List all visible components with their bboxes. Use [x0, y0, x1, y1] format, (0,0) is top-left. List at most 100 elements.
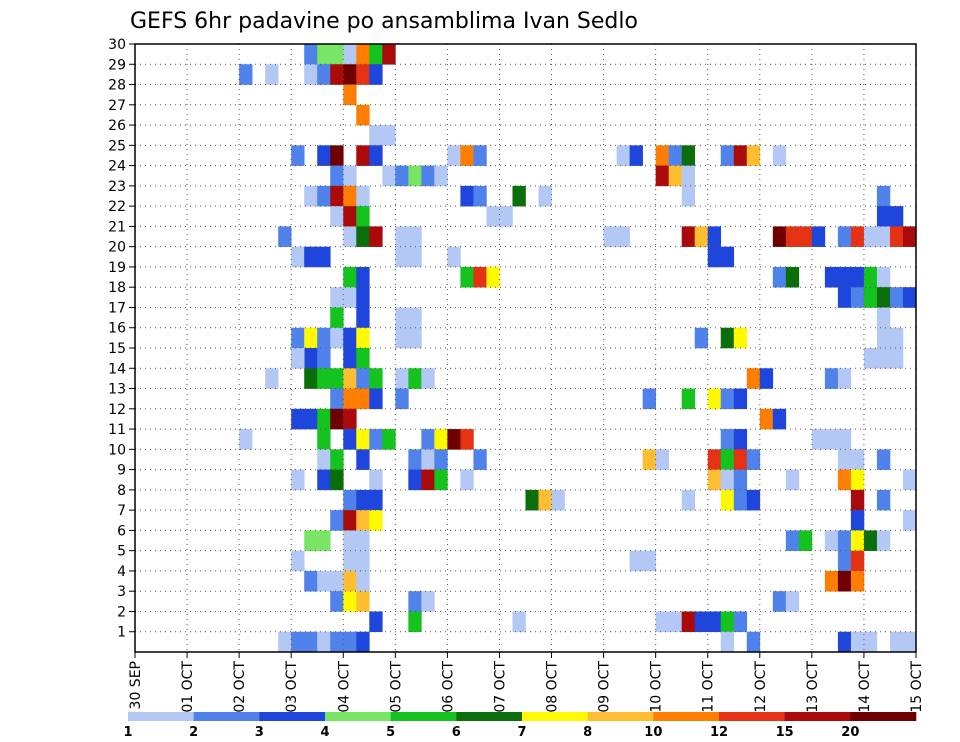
heatmap-cell	[746, 631, 761, 653]
heatmap-cell	[655, 145, 669, 166]
heatmap-cell	[356, 348, 370, 369]
heatmap-cell	[785, 530, 800, 551]
heatmap-cell	[304, 631, 318, 653]
heatmap-cell	[889, 327, 904, 349]
heatmap-cell	[317, 348, 331, 369]
heatmap-cell	[707, 469, 722, 491]
heatmap-cell	[785, 469, 800, 491]
heatmap-cell	[330, 307, 344, 329]
legend-swatch	[522, 712, 588, 721]
legend-swatch	[653, 712, 720, 721]
heatmap-cell	[408, 449, 422, 470]
heatmap-cell	[733, 489, 748, 511]
heatmap-cell	[343, 408, 357, 430]
heatmap-cell	[720, 469, 735, 491]
heatmap-cell	[343, 429, 357, 450]
heatmap-cell	[707, 388, 722, 410]
heatmap-cell	[876, 530, 891, 551]
chart-title: GEFS 6hr padavine po ansamblima Ivan Sed…	[130, 9, 638, 34]
heatmap-cell	[278, 226, 292, 247]
heatmap-cell	[733, 388, 748, 410]
heatmap-cell	[473, 266, 487, 288]
heatmap-cell	[720, 145, 735, 166]
heatmap-cell	[616, 226, 630, 247]
y-tick-label: 27	[108, 98, 126, 114]
legend-label: 4	[320, 725, 329, 740]
heatmap-cell	[330, 44, 344, 65]
heatmap-cell	[356, 185, 370, 207]
heatmap-cell	[850, 489, 865, 511]
heatmap-cell	[369, 388, 383, 410]
heatmap-cell	[707, 449, 722, 470]
heatmap-cell	[317, 145, 331, 166]
heatmap-cell	[421, 165, 435, 187]
heatmap-cell	[265, 64, 279, 85]
heatmap-cell	[369, 469, 383, 491]
heatmap-cell	[876, 185, 891, 207]
heatmap-cell	[356, 631, 370, 653]
y-tick-label: 18	[108, 280, 126, 296]
heatmap-cell	[291, 408, 305, 430]
heatmap-cell	[707, 246, 722, 268]
y-tick-label: 9	[117, 463, 126, 479]
heatmap-cell	[551, 489, 565, 511]
x-tick-label: 05 OCT	[388, 661, 404, 713]
heatmap-cell	[408, 591, 422, 612]
heatmap-cell	[720, 327, 735, 349]
heatmap-cell	[356, 510, 370, 531]
heatmap-cell	[772, 591, 787, 612]
heatmap-cell	[889, 631, 904, 653]
heatmap-cell	[421, 591, 435, 612]
heatmap-cell	[733, 327, 748, 349]
heatmap-cell	[317, 327, 331, 349]
heatmap-cell	[746, 489, 761, 511]
heatmap-cell	[304, 44, 318, 65]
heatmap-cell	[291, 246, 305, 268]
heatmap-cell	[720, 429, 735, 450]
heatmap-cell	[681, 185, 696, 207]
heatmap-cell	[317, 408, 331, 430]
heatmap-cell	[434, 449, 448, 470]
legend-swatch	[587, 712, 654, 721]
heatmap-cell	[707, 611, 722, 633]
heatmap-cell	[772, 226, 787, 247]
heatmap-cell	[863, 266, 878, 288]
heatmap-cell	[317, 64, 331, 85]
heatmap-cell	[460, 266, 474, 288]
heatmap-cell	[733, 469, 748, 491]
y-tick-label: 10	[108, 442, 126, 458]
legend-swatch	[390, 712, 457, 721]
heatmap-cell	[330, 591, 344, 612]
heatmap-cell	[824, 266, 839, 288]
grid-lines	[135, 44, 916, 652]
heatmap-cell	[876, 348, 891, 369]
heatmap-cell	[356, 388, 370, 410]
heatmap-cell	[512, 185, 526, 207]
y-tick-label: 13	[108, 382, 126, 398]
y-tick-label: 2	[117, 604, 126, 620]
heatmap-cell	[655, 611, 669, 633]
y-tick-label: 24	[108, 159, 126, 175]
heatmap-cell	[473, 185, 487, 207]
heatmap-cell	[369, 44, 383, 65]
heatmap-cell	[811, 429, 826, 450]
heatmap-cell	[343, 510, 357, 531]
heatmap-cell	[330, 145, 344, 166]
heatmap-cell	[343, 64, 357, 85]
heatmap-cell	[603, 226, 617, 247]
heatmap-cell	[291, 631, 305, 653]
heatmap-cell	[863, 287, 878, 308]
y-tick-label: 28	[108, 78, 126, 94]
heatmap-cell	[798, 226, 813, 247]
heatmap-cell	[850, 266, 865, 288]
heatmap-cell	[395, 307, 409, 329]
heatmap-cell	[876, 266, 891, 288]
heatmap-cell	[837, 550, 852, 572]
y-tick-label: 30	[108, 37, 126, 53]
x-tick-label: 02 OCT	[232, 661, 248, 713]
heatmap-cell	[330, 287, 344, 308]
heatmap-cell	[395, 226, 409, 247]
heatmap-cell	[343, 388, 357, 410]
x-tick-label: 13 OCT	[805, 661, 821, 713]
heatmap-cell	[694, 327, 709, 349]
